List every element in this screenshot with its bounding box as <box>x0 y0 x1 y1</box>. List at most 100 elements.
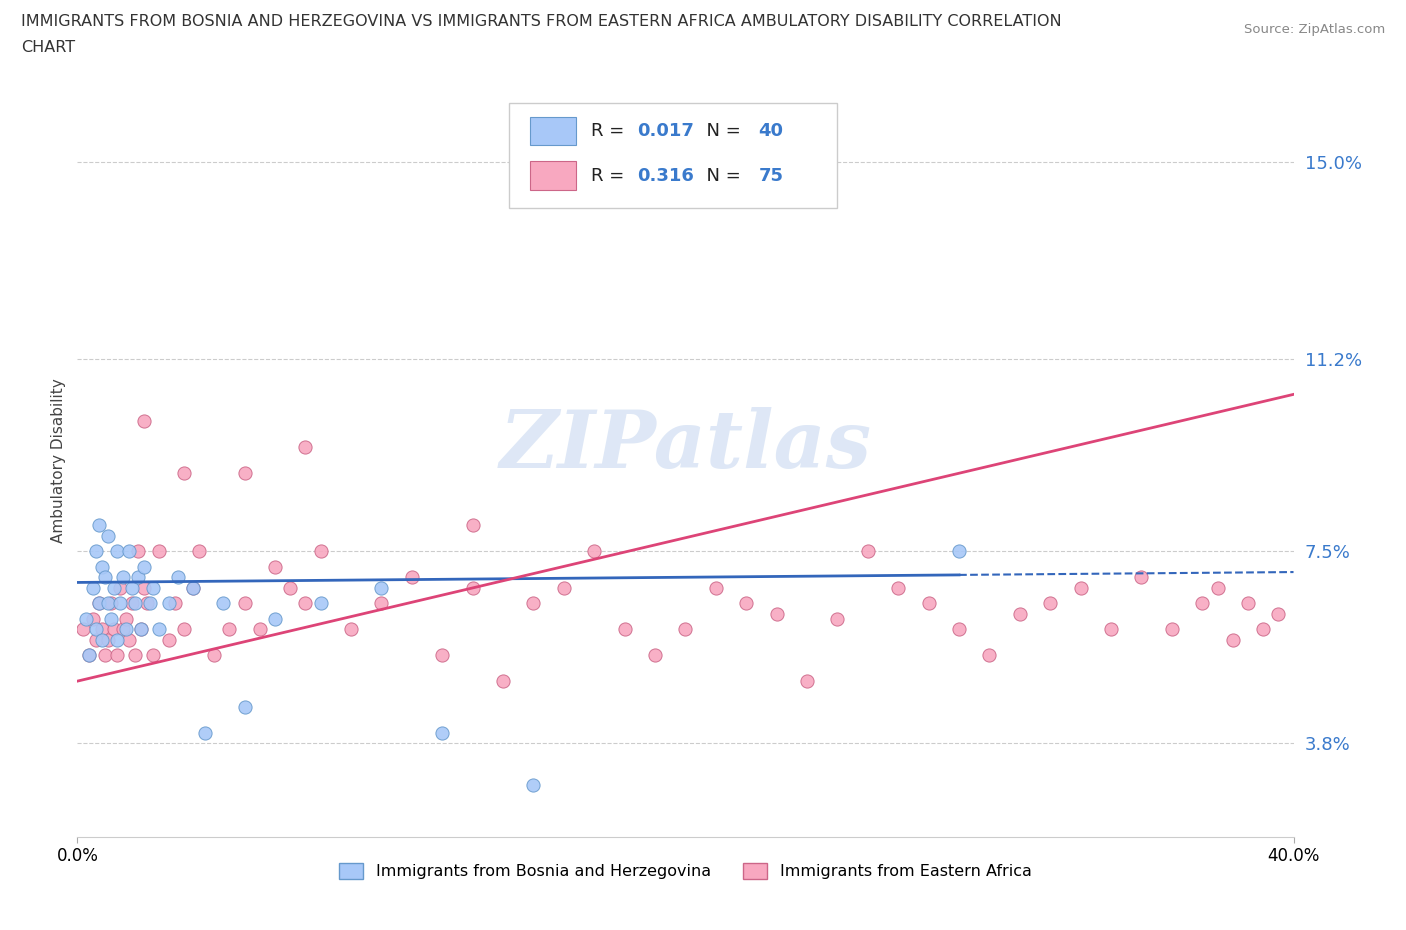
Point <box>82 611 104 626</box>
Point <box>90 560 112 575</box>
Point <box>194 725 217 740</box>
Point <box>97 596 120 611</box>
Point <box>522 596 544 611</box>
Point <box>370 580 392 595</box>
Point <box>87 596 110 611</box>
Point <box>90 632 112 647</box>
Point <box>233 596 256 611</box>
Point <box>72 622 94 637</box>
Point <box>1039 596 1062 611</box>
Point <box>264 560 287 575</box>
Point <box>218 622 240 637</box>
Point <box>97 632 120 647</box>
Point <box>157 632 180 647</box>
Point <box>108 596 131 611</box>
Legend: Immigrants from Bosnia and Herzegovina, Immigrants from Eastern Africa: Immigrants from Bosnia and Herzegovina, … <box>333 857 1038 885</box>
Text: IMMIGRANTS FROM BOSNIA AND HERZEGOVINA VS IMMIGRANTS FROM EASTERN AFRICA AMBULAT: IMMIGRANTS FROM BOSNIA AND HERZEGOVINA V… <box>21 14 1062 29</box>
Text: 0.316: 0.316 <box>637 166 693 184</box>
Point <box>118 544 141 559</box>
Point <box>1206 580 1229 595</box>
Point <box>90 622 112 637</box>
Point <box>75 611 97 626</box>
Point <box>115 622 138 637</box>
Point <box>1251 622 1274 637</box>
Text: R =: R = <box>591 166 630 184</box>
Point <box>1161 622 1184 637</box>
Point <box>105 632 128 647</box>
Point <box>644 647 666 662</box>
Point <box>1070 580 1092 595</box>
Text: N =: N = <box>695 166 747 184</box>
Point <box>173 622 195 637</box>
Point <box>856 544 879 559</box>
Point <box>1099 622 1122 637</box>
Point <box>1267 606 1289 621</box>
Point <box>134 580 156 595</box>
Text: ZIPatlas: ZIPatlas <box>499 406 872 484</box>
Point <box>93 570 115 585</box>
Point <box>233 699 256 714</box>
Point <box>430 647 453 662</box>
Y-axis label: Ambulatory Disability: Ambulatory Disability <box>51 378 66 543</box>
Point <box>309 596 332 611</box>
Point <box>105 544 128 559</box>
Point <box>492 673 515 688</box>
Text: R =: R = <box>591 122 630 140</box>
Point <box>142 580 165 595</box>
Point <box>188 544 211 559</box>
Point <box>142 647 165 662</box>
Text: 40: 40 <box>758 122 783 140</box>
Point <box>134 414 156 429</box>
Point <box>704 580 727 595</box>
Point <box>84 544 107 559</box>
Point <box>340 622 363 637</box>
Point <box>181 580 204 595</box>
Point <box>827 611 849 626</box>
Point <box>1191 596 1213 611</box>
Point <box>233 466 256 481</box>
Point <box>148 622 170 637</box>
Point <box>87 518 110 533</box>
Point <box>735 596 758 611</box>
Point <box>370 596 392 611</box>
Point <box>82 580 104 595</box>
Point <box>583 544 606 559</box>
Point <box>401 570 423 585</box>
Point <box>1222 632 1244 647</box>
Text: 75: 75 <box>758 166 783 184</box>
Point <box>111 622 134 637</box>
Point <box>157 596 180 611</box>
Point <box>111 570 134 585</box>
Point <box>105 647 128 662</box>
Point <box>181 580 204 595</box>
Point <box>166 570 188 585</box>
Point <box>278 580 301 595</box>
FancyBboxPatch shape <box>530 161 576 190</box>
Point <box>249 622 271 637</box>
Text: Source: ZipAtlas.com: Source: ZipAtlas.com <box>1244 23 1385 36</box>
Point <box>97 528 120 543</box>
Point <box>979 647 1001 662</box>
Point <box>264 611 287 626</box>
FancyBboxPatch shape <box>509 102 838 208</box>
Point <box>108 580 131 595</box>
Point <box>887 580 910 595</box>
Point <box>1237 596 1260 611</box>
Point <box>103 580 125 595</box>
Point <box>1130 570 1153 585</box>
Point <box>124 647 146 662</box>
Point <box>148 544 170 559</box>
Point <box>129 622 152 637</box>
Point <box>202 647 225 662</box>
Point <box>124 596 146 611</box>
Point <box>136 596 159 611</box>
Point <box>79 647 101 662</box>
Point <box>100 611 122 626</box>
Point <box>430 725 453 740</box>
Point <box>84 622 107 637</box>
Text: N =: N = <box>695 122 747 140</box>
Point <box>134 560 156 575</box>
Point <box>948 622 970 637</box>
Point <box>461 518 484 533</box>
Point <box>294 440 316 455</box>
